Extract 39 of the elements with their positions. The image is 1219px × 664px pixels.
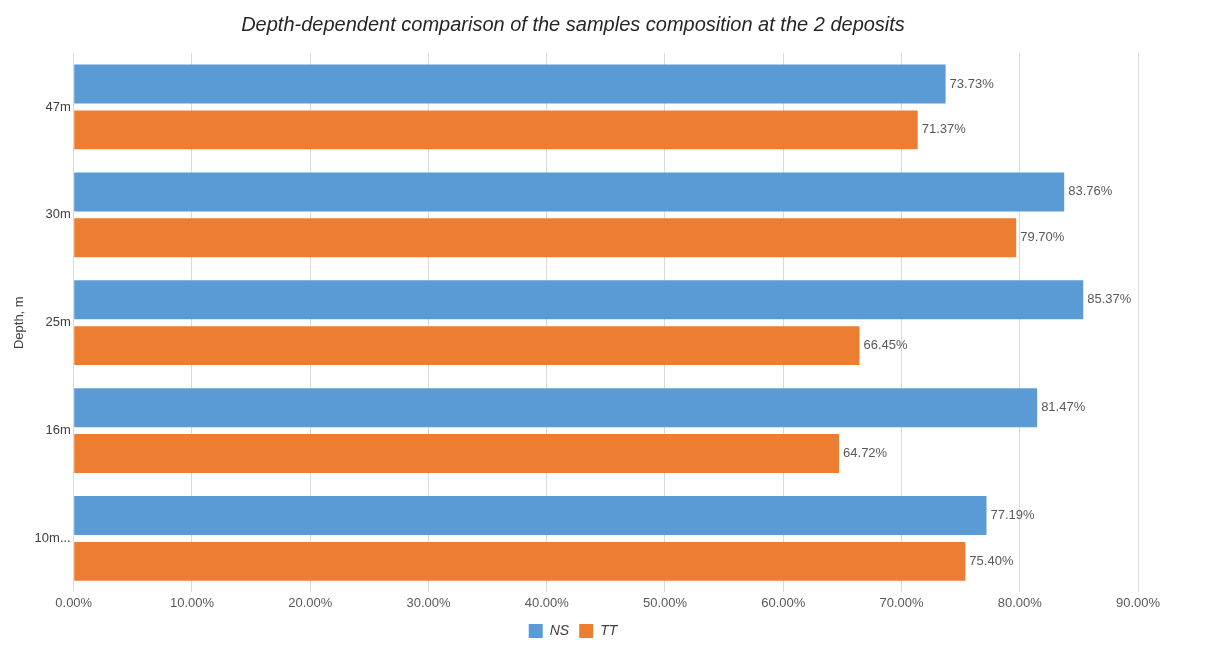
data-label: 71.37% bbox=[921, 121, 967, 137]
data-label: 77.19% bbox=[990, 507, 1036, 523]
x-tick-label: 60.00% bbox=[761, 594, 806, 610]
bar bbox=[74, 326, 860, 366]
x-tick-label: 70.00% bbox=[879, 594, 924, 610]
bar bbox=[74, 280, 1084, 320]
y-tick-label: 10m... bbox=[34, 530, 71, 546]
bar bbox=[74, 434, 840, 473]
bar bbox=[74, 172, 1065, 212]
bar bbox=[74, 110, 918, 150]
x-tick-label: 30.00% bbox=[406, 594, 451, 610]
data-label: 83.76% bbox=[1068, 183, 1113, 199]
y-tick-label: 16m bbox=[45, 422, 71, 438]
data-label: 75.40% bbox=[969, 552, 1014, 568]
data-label: 73.73% bbox=[949, 75, 995, 91]
x-tick-label: 0.00% bbox=[55, 594, 93, 610]
y-tick-label: 47m bbox=[45, 98, 71, 114]
legend-label: TT bbox=[600, 621, 619, 638]
data-label: 85.37% bbox=[1087, 291, 1132, 307]
data-label: 66.45% bbox=[863, 337, 909, 353]
bar bbox=[74, 388, 1038, 428]
data-label: 81.47% bbox=[1041, 399, 1086, 415]
legend-label: NS bbox=[549, 621, 570, 638]
y-tick-label: 30m bbox=[45, 206, 71, 222]
x-tick-label: 40.00% bbox=[524, 594, 570, 610]
bar bbox=[74, 64, 946, 104]
bar bbox=[74, 541, 966, 581]
x-tick-label: 10.00% bbox=[169, 594, 215, 610]
x-tick-label: 20.00% bbox=[288, 594, 333, 610]
bar bbox=[74, 218, 1017, 258]
data-label: 79.70% bbox=[1020, 229, 1065, 245]
chart-title: Depth-dependent comparison of the samples composition at the 2 deposits bbox=[241, 12, 905, 35]
bar bbox=[74, 496, 987, 536]
x-tick-label: 80.00% bbox=[997, 594, 1043, 610]
y-tick-label: 25m bbox=[45, 314, 71, 330]
data-label: 64.72% bbox=[843, 445, 888, 461]
y-axis-title: Depth, m bbox=[11, 296, 27, 350]
x-tick-label: 50.00% bbox=[642, 594, 688, 610]
x-tick-label: 90.00% bbox=[1115, 594, 1161, 610]
